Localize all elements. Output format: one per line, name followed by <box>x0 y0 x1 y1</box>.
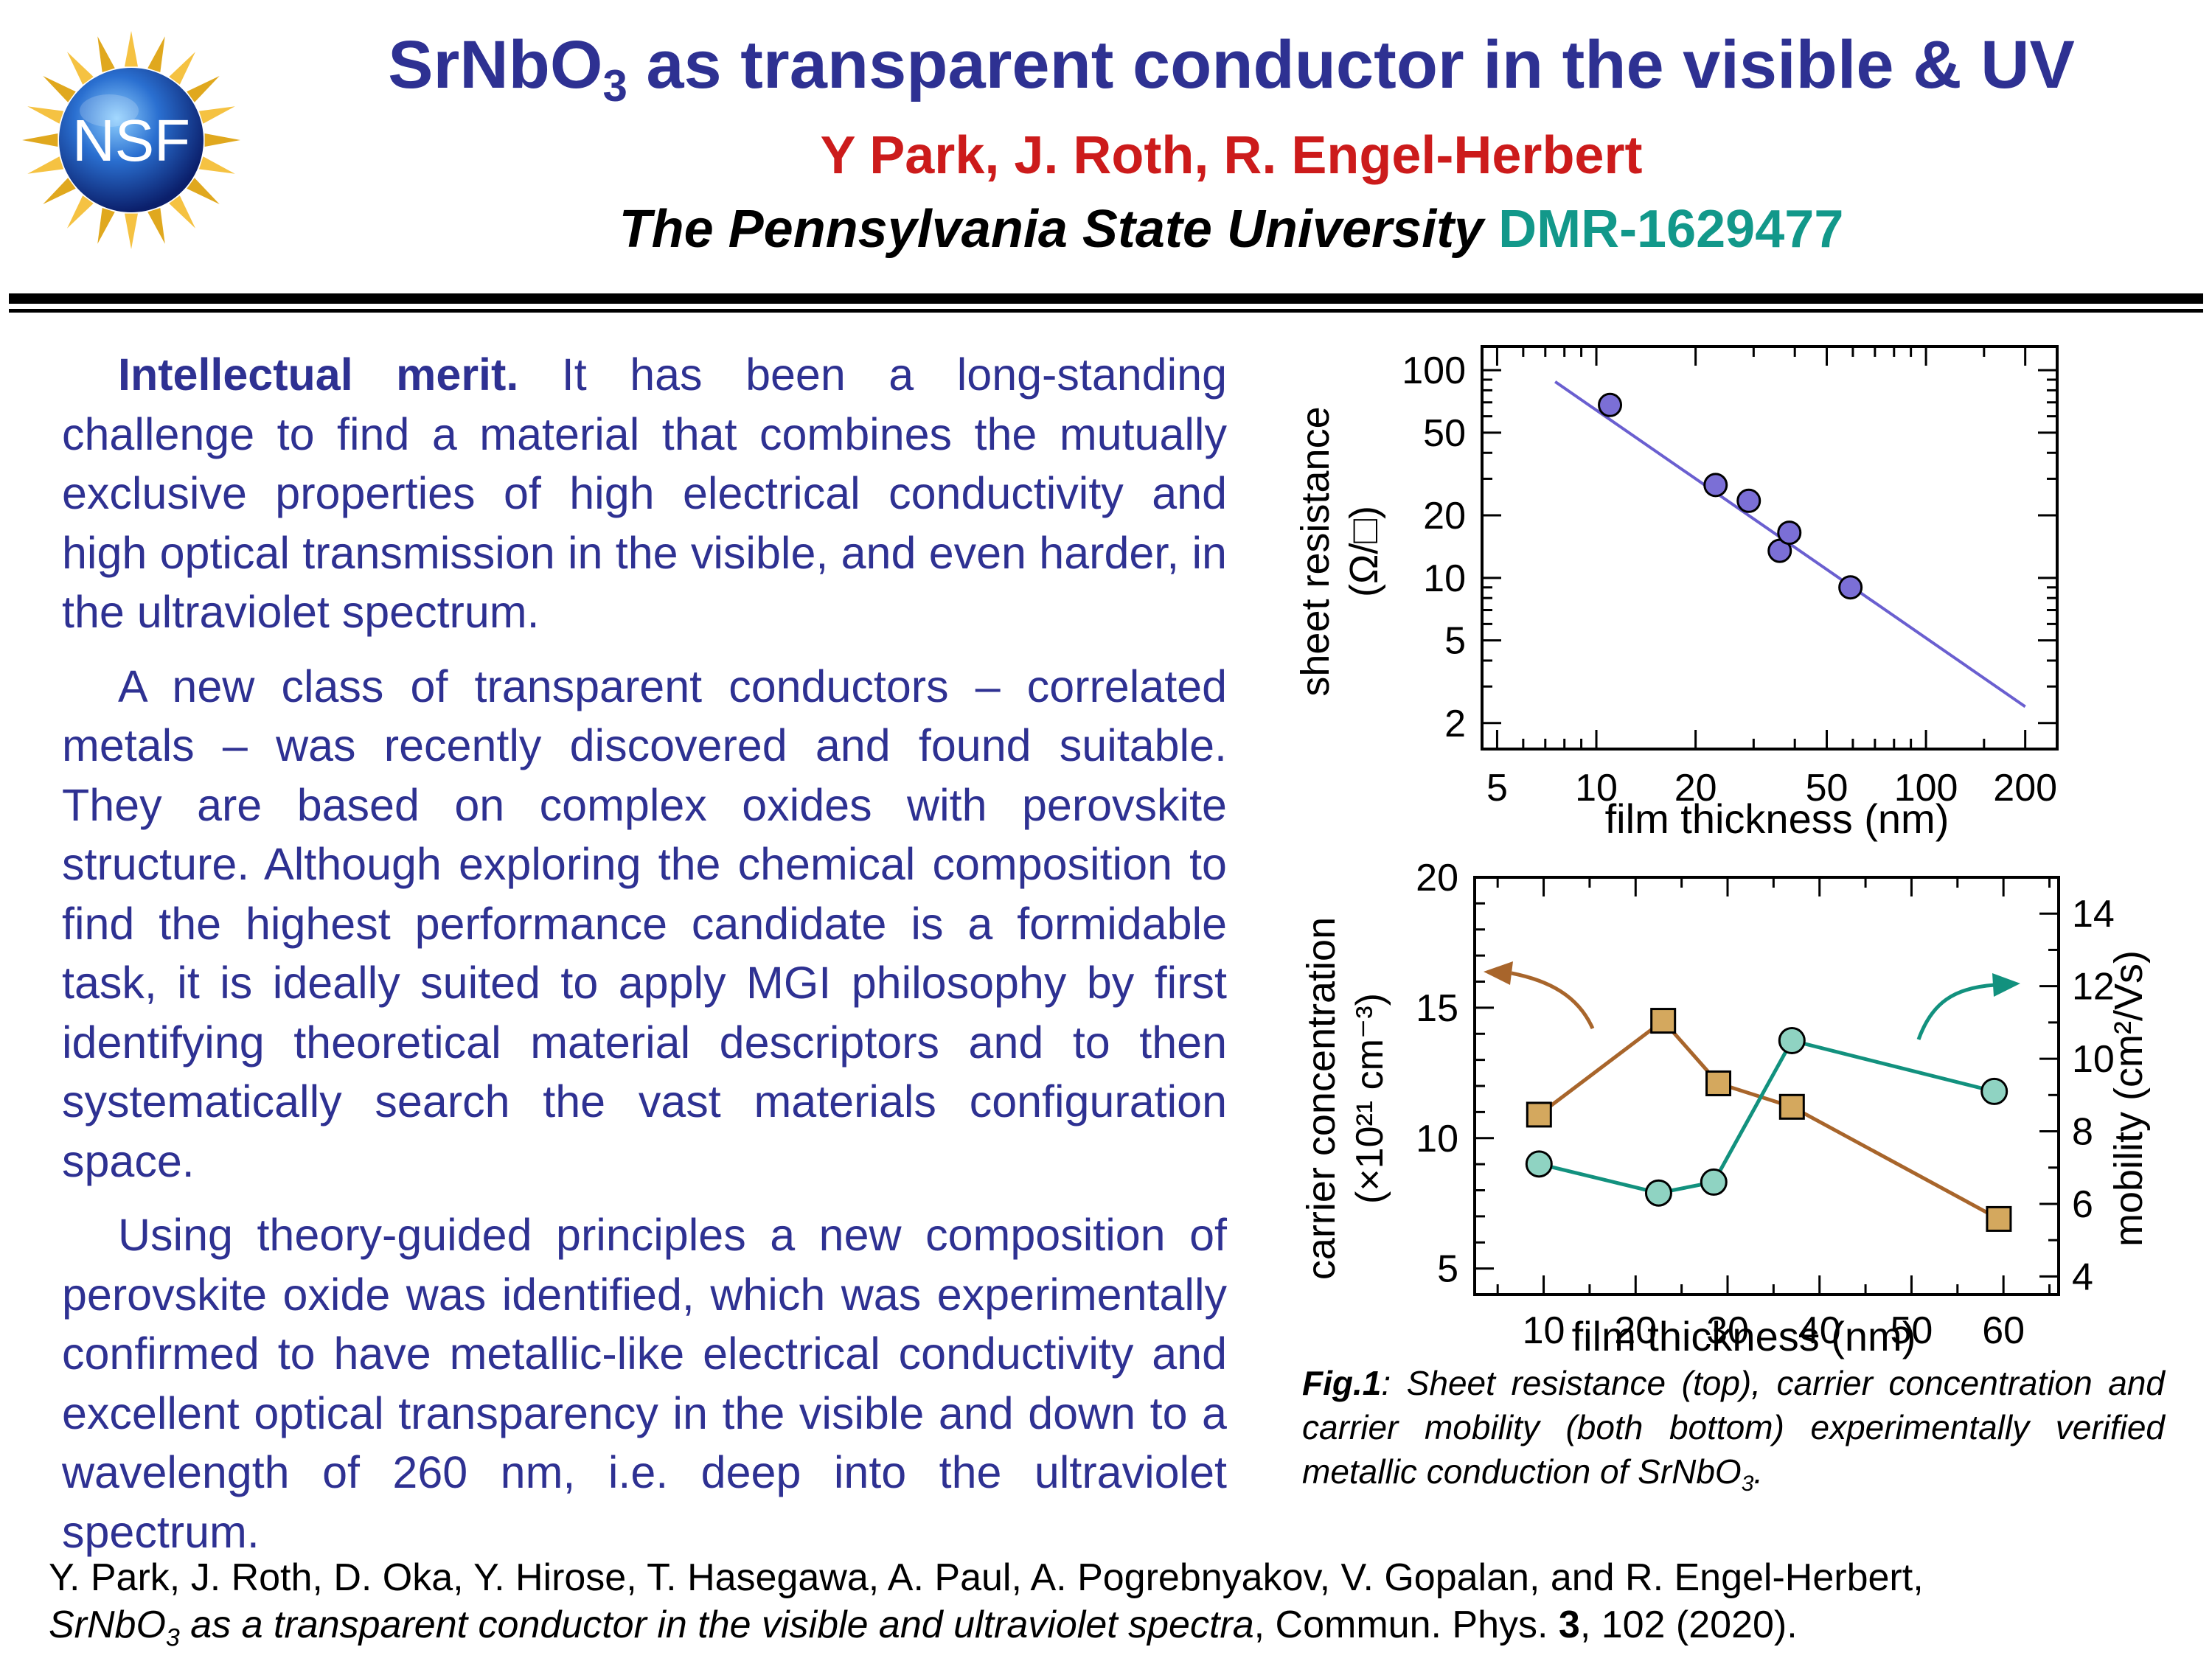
logo-ray <box>43 178 76 204</box>
left-axis-label-line2: (×10²¹ cm⁻³) <box>1349 993 1391 1204</box>
nsf-logo: NSF <box>22 31 240 249</box>
logo-ray <box>198 106 235 124</box>
y-axis-label-line1: sheet resistance <box>1293 406 1338 696</box>
reference-authors: Y. Park, J. Roth, D. Oka, Y. Hirose, T. … <box>49 1556 1924 1599</box>
mobility-point <box>1980 1077 2008 1105</box>
y-tick-label: 100 <box>1402 349 1466 392</box>
logo-ray <box>147 207 165 244</box>
logo-ray <box>147 36 165 73</box>
mobility-point <box>1700 1168 1728 1196</box>
logo-ray <box>67 52 94 85</box>
y-left-tick-label: 5 <box>1437 1248 1458 1291</box>
y-left-tick-label: 15 <box>1416 987 1458 1030</box>
header-rule <box>9 293 2203 304</box>
authors: Y Park, J. Roth, R. Engel-Herbert <box>820 126 1643 185</box>
logo-ray <box>187 178 220 204</box>
mobility-point <box>1525 1150 1553 1178</box>
carrier-concentration-point <box>1986 1205 2012 1232</box>
mobility-point <box>1778 1026 1806 1054</box>
x-tick-label: 10 <box>1575 767 1618 809</box>
carrier-concentration-point <box>1705 1070 1732 1096</box>
y-axis-label-line2: (Ω/□) <box>1342 506 1386 597</box>
header-rule-thin <box>9 309 2203 313</box>
logo-ray <box>169 195 195 229</box>
body-text: Intellectual merit. It has been a long-s… <box>62 345 1227 1576</box>
university: The Pennsylvania State University <box>619 200 1484 259</box>
mobility-point <box>1644 1179 1672 1207</box>
data-point <box>1598 392 1623 417</box>
y-right-tick-label: 6 <box>2072 1183 2093 1226</box>
paragraph-correlated-metals: A new class of transparent conductors – … <box>62 661 1227 1186</box>
data-point <box>1703 473 1728 498</box>
x-tick-label: 30 <box>1706 1309 1749 1352</box>
reference-citation: SrNbO3 as a transparent conductor in the… <box>49 1603 1798 1652</box>
logo-ray <box>187 76 220 102</box>
y-right-tick-label: 4 <box>2072 1256 2093 1298</box>
x-tick-label: 20 <box>1674 767 1717 809</box>
y-right-tick-label: 10 <box>2072 1038 2115 1081</box>
y-tick-label: 10 <box>1423 557 1466 600</box>
logo-ray <box>97 36 115 73</box>
y-tick-label: 2 <box>1444 703 1466 745</box>
left-axis-arrowhead-icon <box>1484 961 1513 985</box>
right-axis-arrowhead-icon <box>1992 973 2020 997</box>
y-right-tick-label: 8 <box>2072 1111 2093 1154</box>
logo-globe <box>59 68 204 212</box>
carrier-concentration-point <box>1526 1101 1552 1128</box>
logo-ray <box>169 52 195 85</box>
logo-rays <box>22 31 240 249</box>
x-axis-label: film thickness (nm) <box>1605 795 1950 842</box>
carrier-concentration-point <box>1650 1008 1677 1034</box>
x-tick-label: 60 <box>1982 1309 2025 1352</box>
paragraph-intellectual-merit: Intellectual merit. It has been a long-s… <box>62 349 1227 637</box>
y-tick-label: 50 <box>1423 412 1466 455</box>
plot-frame <box>1473 876 2060 1296</box>
carrier-mobility-chart: carrier concentration (×10²¹ cm⁻³) mobil… <box>1299 857 2151 1359</box>
y-left-tick-label: 10 <box>1416 1118 1458 1160</box>
carrier-concentration-line <box>1537 1018 2000 1221</box>
logo-ray <box>22 133 58 147</box>
reference: Y. Park, J. Roth, D. Oka, Y. Hirose, T. … <box>49 1554 2187 1661</box>
x-tick-label: 5 <box>1486 767 1508 809</box>
left-axis-label-line1: carrier concentration <box>1299 917 1343 1280</box>
data-point <box>1838 575 1863 600</box>
x-tick-label: 40 <box>1798 1309 1841 1352</box>
figure-caption: Fig.1: Sheet resistance (top), carrier c… <box>1302 1364 2165 1497</box>
affiliation: The Pennsylvania State University DMR-16… <box>265 199 2197 260</box>
x-tick-label: 20 <box>1614 1309 1657 1352</box>
y-tick-label: 5 <box>1444 620 1466 663</box>
data-point <box>1736 488 1761 513</box>
right-axis-arrow <box>1916 983 1995 1040</box>
logo-ray <box>97 207 115 244</box>
logo-ray <box>43 76 76 102</box>
award-number: DMR-1629477 <box>1498 200 1844 259</box>
plot-frame <box>1481 345 2059 751</box>
x-tick-label: 10 <box>1523 1309 1565 1352</box>
paragraph-new-composition: Using theory-guided principles a new com… <box>62 1210 1227 1557</box>
logo-ray <box>204 133 240 147</box>
data-point <box>1777 520 1802 546</box>
left-axis-arrow <box>1511 971 1595 1030</box>
logo-text: NSF <box>72 108 190 173</box>
page-title: SrNbO3 as transparent conductor in the v… <box>388 27 2075 111</box>
logo-ray <box>27 106 64 124</box>
x-tick-label: 50 <box>1806 767 1848 809</box>
x-tick-label: 50 <box>1891 1309 1933 1352</box>
y-left-tick-label: 20 <box>1416 857 1458 899</box>
y-tick-label: 20 <box>1423 495 1466 537</box>
y-right-tick-label: 12 <box>2072 966 2115 1009</box>
logo-ray <box>125 31 138 67</box>
right-axis-label: mobility (cm²/Vs) <box>2107 950 2151 1247</box>
sheet-resistance-chart: sheet resistance (Ω/□) 5 10 20 50 100 2002510… <box>1293 345 2059 842</box>
logo-ray <box>125 213 138 249</box>
logo-ray <box>27 156 64 174</box>
x-axis-label: film thickness (nm) <box>1572 1313 1916 1359</box>
y-right-tick-label: 14 <box>2072 893 2115 936</box>
logo-ray <box>67 195 94 229</box>
x-tick-label: 100 <box>1894 767 1958 809</box>
logo-ray <box>198 156 235 174</box>
carrier-concentration-point <box>1778 1093 1805 1120</box>
x-tick-label: 200 <box>1993 767 2057 809</box>
